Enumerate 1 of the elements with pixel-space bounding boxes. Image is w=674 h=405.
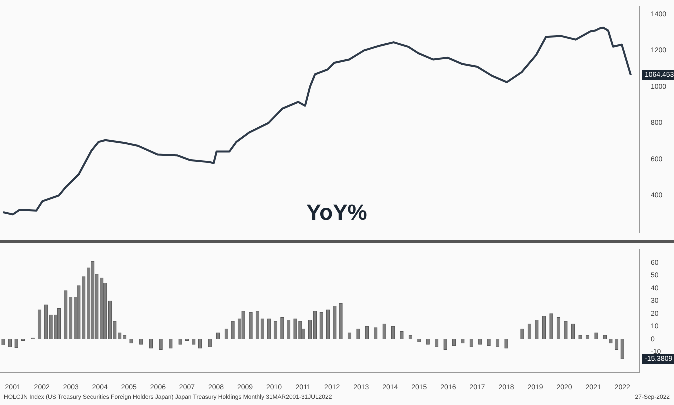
chart-title: YoY% — [306, 200, 368, 226]
